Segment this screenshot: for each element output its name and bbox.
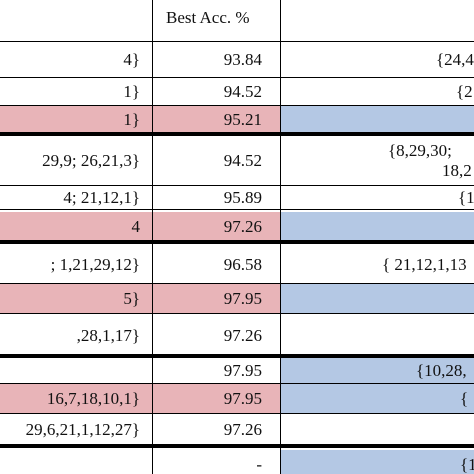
left-cell: 29,6,21,1,12,27} xyxy=(0,414,152,446)
right-text: {2 xyxy=(456,82,473,101)
row-rule xyxy=(0,209,474,210)
value-text: 95.21 xyxy=(223,110,262,129)
left-cell: 1} xyxy=(0,106,152,134)
left-text: ; 1,21,29,12} xyxy=(50,255,140,274)
left-cell: 1} xyxy=(0,78,152,106)
row-rule xyxy=(0,105,474,106)
row-rule xyxy=(0,283,474,284)
left-cell xyxy=(0,358,152,384)
right-text: {8,29,30; xyxy=(388,141,452,160)
right-text: {24,4 xyxy=(436,50,474,69)
right-text: {19 xyxy=(460,455,474,474)
left-cell: 4} xyxy=(0,42,152,78)
right-text: {1 xyxy=(458,188,474,207)
value-cell: 97.26 xyxy=(152,316,280,356)
left-cell: 4; 21,12,1} xyxy=(0,186,152,210)
left-cell: 16,7,18,10,1} xyxy=(0,384,152,414)
right-cell xyxy=(280,316,474,356)
value-text: 93.84 xyxy=(223,50,262,69)
value-cell: 94.52 xyxy=(152,136,280,186)
column-rule xyxy=(152,0,153,474)
row-rule xyxy=(0,383,474,384)
left-text: ,28,1,17} xyxy=(76,326,140,345)
right-cell: {1 xyxy=(280,186,474,210)
left-text: 29,9; 26,21,3} xyxy=(42,151,140,170)
right-cell: {2 xyxy=(280,78,474,106)
value-text: 95.89 xyxy=(223,188,262,207)
header-cell: Best Acc. % xyxy=(152,0,280,42)
value-text: 97.26 xyxy=(223,217,262,236)
left-text: 1} xyxy=(123,110,140,129)
value-cell: 96.58 xyxy=(152,246,280,284)
row-rule xyxy=(0,413,474,414)
right-text: { xyxy=(460,389,469,408)
left-text: 4 xyxy=(131,217,141,236)
right-cell: {10,28, xyxy=(280,358,474,384)
right-text: 18,2 xyxy=(442,161,472,180)
right-cell: { 21,12,1,13 xyxy=(280,246,474,284)
left-cell xyxy=(0,450,152,474)
left-cell: 5} xyxy=(0,284,152,314)
value-cell: 94.52 xyxy=(152,78,280,106)
thick-rule xyxy=(0,132,474,136)
left-text: 16,7,18,10,1} xyxy=(46,389,140,408)
thick-rule xyxy=(0,354,474,358)
right-cell xyxy=(280,212,474,242)
right-cell: {24,4 xyxy=(280,42,474,78)
value-cell: - xyxy=(152,450,280,474)
right-cell: { xyxy=(280,384,474,414)
left-cell: 29,9; 26,21,3} xyxy=(0,136,152,186)
value-text: 97.95 xyxy=(223,289,262,308)
left-cell: ,28,1,17} xyxy=(0,316,152,356)
value-text: - xyxy=(256,455,262,474)
value-text: 94.52 xyxy=(223,151,262,170)
value-cell: 93.84 xyxy=(152,42,280,78)
right-cell xyxy=(280,284,474,314)
right-text: { 21,12,1,13 xyxy=(382,255,467,274)
value-cell: 97.95 xyxy=(152,358,280,384)
value-cell: 95.89 xyxy=(152,186,280,210)
right-cell: {8,29,30; 18,2 xyxy=(280,136,474,186)
right-cell: {19 xyxy=(280,450,474,474)
value-text: 97.26 xyxy=(223,326,262,345)
left-text: 29,6,21,1,12,27} xyxy=(25,420,140,439)
column-rule xyxy=(280,0,281,474)
value-text: 97.95 xyxy=(223,389,262,408)
left-text: 4; 21,12,1} xyxy=(63,188,140,207)
left-cell: 4 xyxy=(0,212,152,242)
right-cell xyxy=(280,106,474,134)
header-text: Best Acc. % xyxy=(166,8,250,27)
value-cell: 95.21 xyxy=(152,106,280,134)
value-cell: 97.95 xyxy=(152,284,280,314)
thick-rule xyxy=(0,444,474,448)
left-cell: ; 1,21,29,12} xyxy=(0,246,152,284)
row-rule xyxy=(0,185,474,186)
row-rule xyxy=(0,313,474,314)
value-cell: 97.26 xyxy=(152,212,280,242)
right-text: {10,28, xyxy=(416,361,467,380)
thick-rule xyxy=(0,240,474,244)
value-cell: 97.95 xyxy=(152,384,280,414)
left-text: 4} xyxy=(123,50,140,69)
value-text: 97.26 xyxy=(223,420,262,439)
right-cell xyxy=(280,414,474,446)
row-rule xyxy=(0,77,474,78)
value-text: 96.58 xyxy=(223,255,262,274)
value-cell: 97.26 xyxy=(152,414,280,446)
value-text: 94.52 xyxy=(223,82,262,101)
left-text: 5} xyxy=(123,289,140,308)
row-rule xyxy=(0,41,474,42)
left-text: 1} xyxy=(123,82,140,101)
value-text: 97.95 xyxy=(223,361,262,380)
